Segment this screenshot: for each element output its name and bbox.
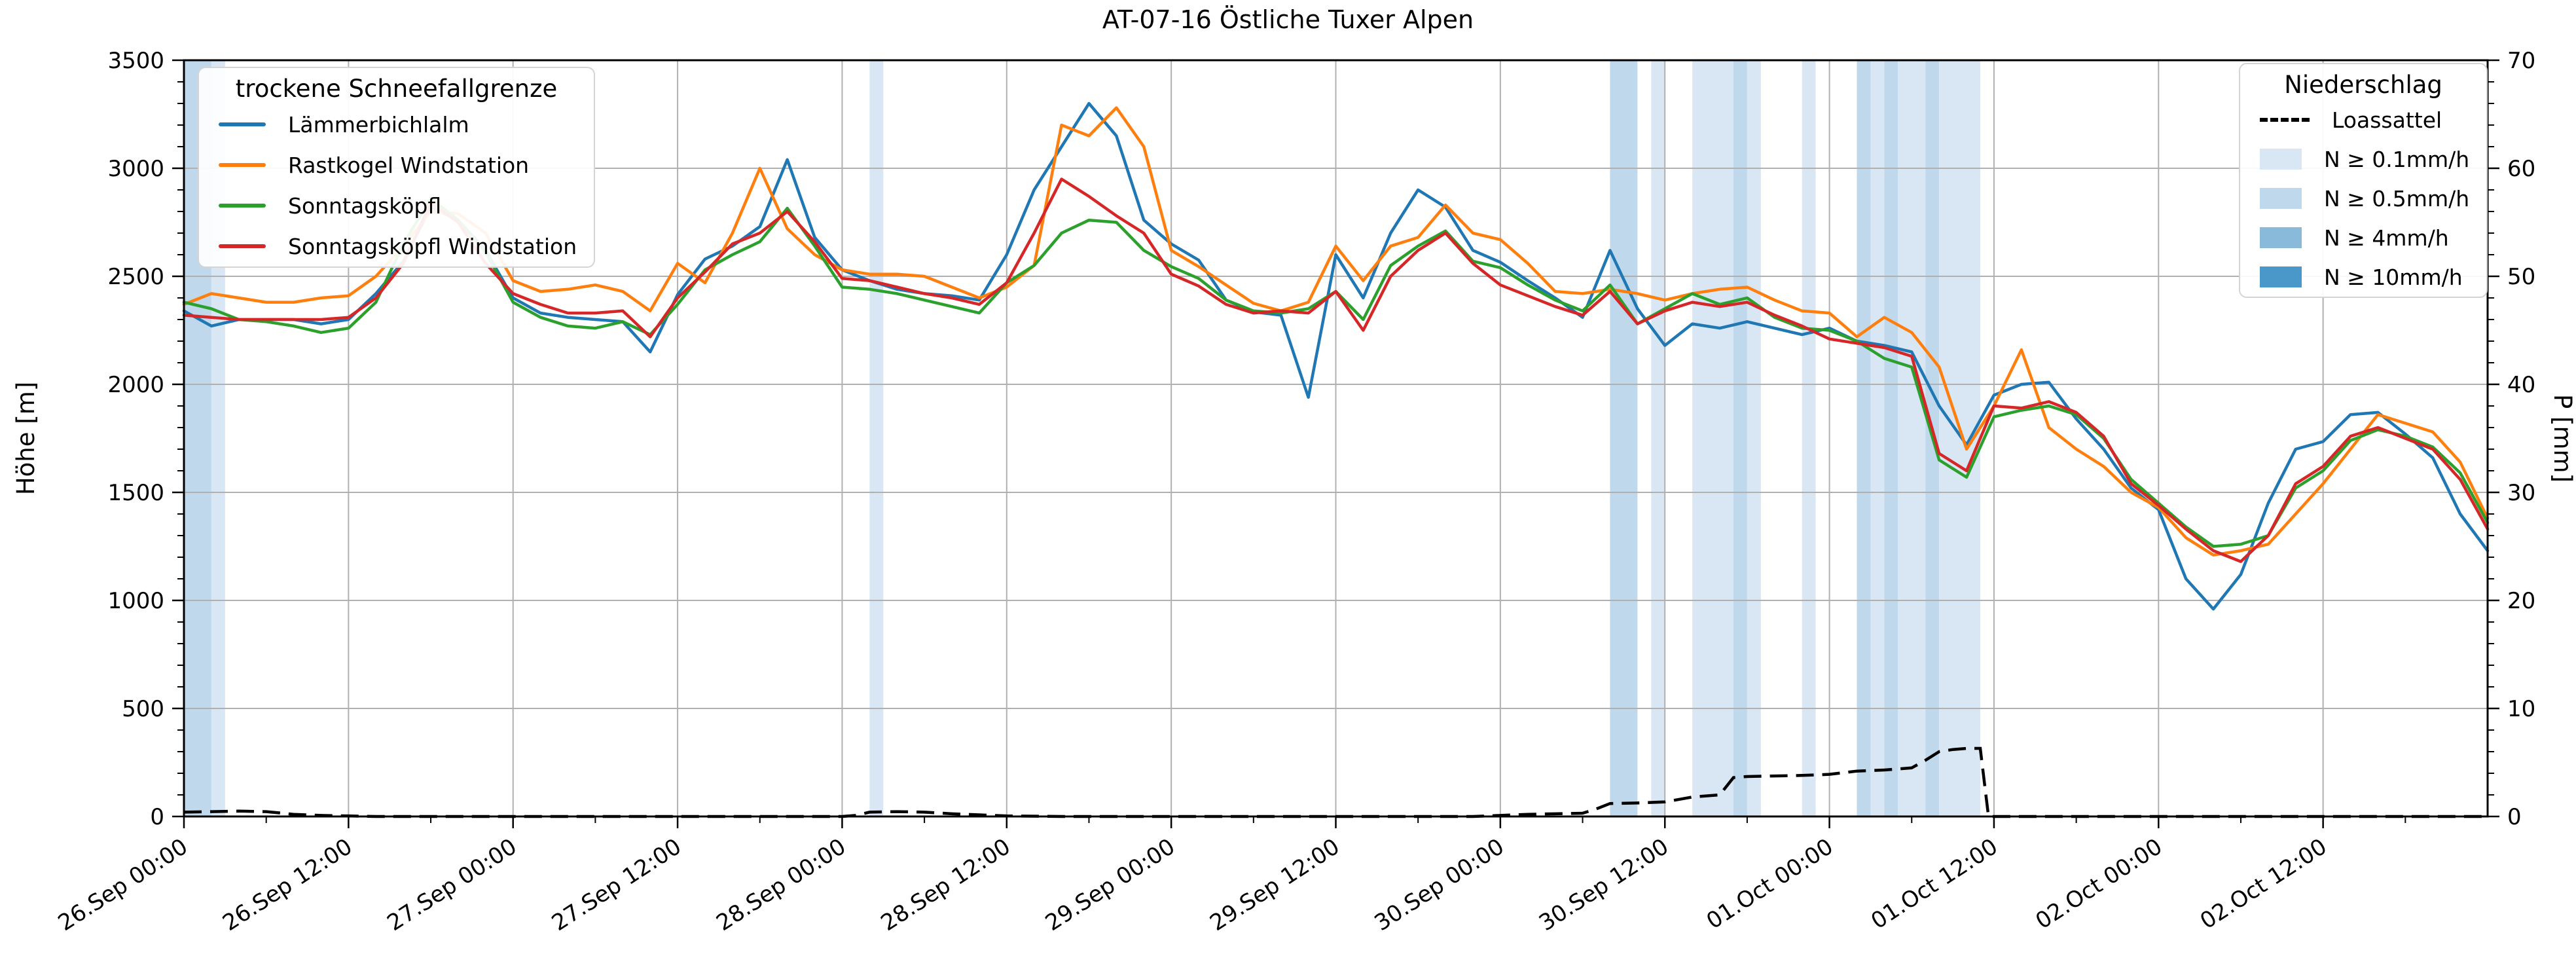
precip-band	[1610, 60, 1638, 816]
x-tick-label: 26.Sep 12:00	[218, 834, 357, 936]
y-right-tick-label: 70	[2507, 48, 2535, 74]
legend-item-label: N ≥ 10mm/h	[2324, 264, 2463, 290]
legend-snowline-title: trockene Schneefallgrenze	[235, 75, 558, 103]
legend-item: Lämmerbichlalm	[199, 104, 594, 145]
legend-precip: Niederschlag Loassattel N ≥ 0.1mm/h N ≥ 0.5…	[2239, 63, 2488, 298]
x-tick-label: 29.Sep 00:00	[1041, 834, 1180, 936]
x-tick-label: 30.Sep 00:00	[1370, 834, 1509, 936]
precip-band	[1733, 60, 1747, 816]
precip-band	[1692, 60, 1733, 816]
precip-band	[1870, 60, 1885, 816]
legend-item-label: Loassattel	[2332, 107, 2442, 133]
x-tick-label: 02.Oct 00:00	[2031, 834, 2168, 934]
y-right-tick-label: 10	[2507, 696, 2535, 722]
y-left-tick-label: 1000	[107, 588, 164, 614]
y-right-tick-label: 40	[2507, 372, 2535, 398]
y-left-tick-label: 3000	[107, 156, 164, 182]
y-left-tick-label: 1500	[107, 480, 164, 506]
legend-item-label: N ≥ 0.5mm/h	[2324, 185, 2470, 211]
precip-band	[1802, 60, 1816, 816]
y-right-tick-label: 30	[2507, 480, 2535, 506]
precip-band	[1747, 60, 1761, 816]
legend-item: Rastkogel Windstation	[199, 145, 594, 185]
y-right-tick-label: 20	[2507, 588, 2535, 614]
legend-item-precip-level: N ≥ 10mm/h	[2240, 257, 2486, 297]
series-line-sonntagsk-pfl-windstation	[182, 177, 2490, 563]
series-line-rastkogel-windstation	[182, 106, 2490, 557]
x-tick-label: 26.Sep 00:00	[54, 834, 192, 936]
legend-item-precip-level: N ≥ 0.1mm/h	[2240, 139, 2486, 179]
precip-band	[869, 60, 884, 816]
y-left-tick-label: 3500	[107, 48, 164, 74]
x-tick-label: 01.Oct 00:00	[1702, 834, 1838, 934]
chart-title: AT-07-16 Östliche Tuxer Alpen	[1102, 5, 1474, 34]
x-tick-label: 28.Sep 00:00	[712, 834, 850, 936]
series-line-l-mmerbichlalm	[182, 101, 2490, 611]
y-right-tick-label: 60	[2507, 156, 2535, 182]
legend-snowline: trockene Schneefallgrenze Lämmerbichlalm R…	[198, 67, 596, 268]
legend-patch-swatch	[2260, 188, 2302, 209]
legend-item-precip-level: N ≥ 4mm/h	[2240, 218, 2486, 257]
legend-patch-swatch	[2260, 149, 2302, 170]
y-left-tick-label: 500	[122, 696, 164, 722]
x-tick-label: 27.Sep 00:00	[382, 834, 521, 936]
x-tick-label: 30.Sep 12:00	[1534, 834, 1673, 936]
legend-precip-title: Niederschlag	[2284, 71, 2442, 99]
legend-line-swatch	[219, 163, 266, 167]
legend-item-label: Lämmerbichlalm	[288, 111, 469, 137]
precip-band	[1884, 60, 1898, 816]
legend-item-label: N ≥ 0.1mm/h	[2324, 146, 2470, 172]
y-left-tick-label: 2500	[107, 264, 164, 290]
legend-item-label: N ≥ 4mm/h	[2324, 225, 2449, 251]
y-left-tick-label: 2000	[107, 372, 164, 398]
y-right-tick-label: 0	[2507, 804, 2522, 830]
legend-item-label: Rastkogel Windstation	[288, 152, 530, 178]
legend-patch-swatch	[2260, 227, 2302, 248]
y-left-tick-label: 0	[150, 804, 164, 830]
x-tick-label: 01.Oct 12:00	[1866, 834, 2003, 934]
x-tick-label: 27.Sep 12:00	[547, 834, 686, 936]
y-right-axis-label: P [mm]	[2549, 394, 2576, 483]
x-tick-label: 28.Sep 12:00	[877, 834, 1015, 936]
precip-band	[1898, 60, 1926, 816]
legend-item-loassattel: Loassattel	[2240, 100, 2486, 139]
legend-dash-swatch	[2260, 118, 2310, 122]
legend-patch-swatch	[2260, 266, 2302, 287]
legend-line-swatch	[219, 122, 266, 126]
legend-line-swatch	[219, 204, 266, 208]
legend-item: Sonntagsköpfl Windstation	[199, 226, 594, 266]
legend-item-precip-level: N ≥ 0.5mm/h	[2240, 179, 2486, 218]
precip-band	[1651, 60, 1665, 816]
legend-item-label: Sonntagsköpfl Windstation	[288, 233, 577, 259]
precip-band	[1857, 60, 1871, 816]
x-tick-label: 29.Sep 12:00	[1205, 834, 1344, 936]
y-left-axis-label: Höhe [m]	[12, 382, 40, 495]
legend-item: Sonntagsköpfl	[199, 185, 594, 226]
legend-item-label: Sonntagsköpfl	[288, 192, 442, 219]
legend-line-swatch	[219, 244, 266, 248]
y-right-tick-label: 50	[2507, 264, 2535, 290]
x-tick-label: 02.Oct 12:00	[2196, 834, 2332, 934]
